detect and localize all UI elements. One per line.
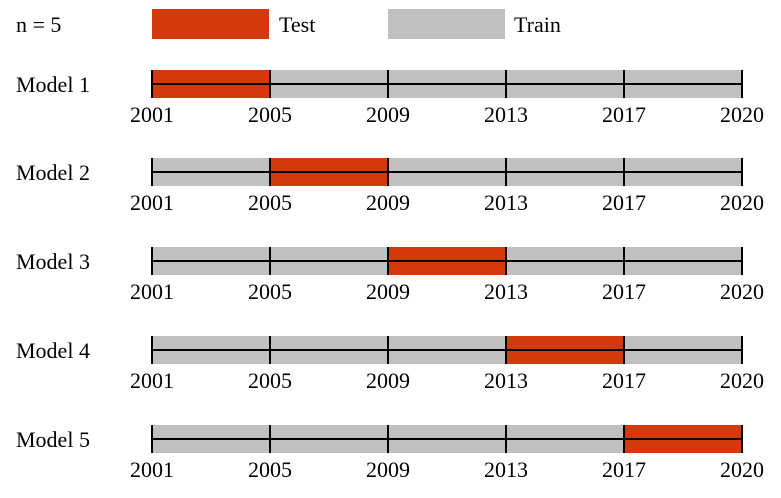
year-label: 2013 (484, 190, 528, 215)
model-label: Model 4 (16, 338, 90, 363)
year-label: 2005 (248, 279, 292, 304)
year-label: 2001 (130, 279, 174, 304)
year-label: 2017 (602, 102, 646, 127)
model-label: Model 3 (16, 249, 90, 274)
year-label: 2013 (484, 102, 528, 127)
year-label: 2020 (720, 102, 764, 127)
year-label: 2017 (602, 368, 646, 393)
year-label: 2001 (130, 190, 174, 215)
legend-train-swatch (388, 9, 505, 39)
year-label: 2009 (366, 279, 410, 304)
model-row: Model 1 2001 2005 2009 2013 2017 2020 (16, 70, 764, 127)
year-label: 2020 (720, 368, 764, 393)
model-row: Model 5 2001 2005 2009 2013 2017 2020 (16, 425, 764, 482)
year-label: 2013 (484, 279, 528, 304)
year-label: 2017 (602, 190, 646, 215)
legend-train-label: Train (514, 12, 561, 37)
year-label: 2001 (130, 368, 174, 393)
model-rows: Model 1 2001 2005 2009 2013 2017 2020 Model 2 20… (16, 70, 764, 482)
model-label: Model 2 (16, 160, 90, 185)
year-label: 2013 (484, 457, 528, 482)
year-label: 2001 (130, 102, 174, 127)
year-label: 2005 (248, 368, 292, 393)
year-label: 2009 (366, 457, 410, 482)
year-label: 2005 (248, 102, 292, 127)
model-label: Model 1 (16, 72, 90, 97)
year-label: 2017 (602, 457, 646, 482)
model-row: Model 4 2001 2005 2009 2013 2017 2020 (16, 336, 764, 393)
year-label: 2017 (602, 279, 646, 304)
n-label: n = 5 (16, 12, 61, 37)
legend-test-label: Test (279, 12, 315, 37)
legend-test-swatch (152, 9, 269, 39)
year-label: 2009 (366, 102, 410, 127)
year-label: 2013 (484, 368, 528, 393)
model-row: Model 3 2001 2005 2009 2013 2017 2020 (16, 247, 764, 304)
year-label: 2005 (248, 190, 292, 215)
year-label: 2020 (720, 457, 764, 482)
year-label: 2009 (366, 190, 410, 215)
year-label: 2020 (720, 190, 764, 215)
year-label: 2009 (366, 368, 410, 393)
year-label: 2005 (248, 457, 292, 482)
model-label: Model 5 (16, 427, 90, 452)
year-label: 2020 (720, 279, 764, 304)
model-row: Model 2 2001 2005 2009 2013 2017 2020 (16, 158, 764, 215)
year-label: 2001 (130, 457, 174, 482)
